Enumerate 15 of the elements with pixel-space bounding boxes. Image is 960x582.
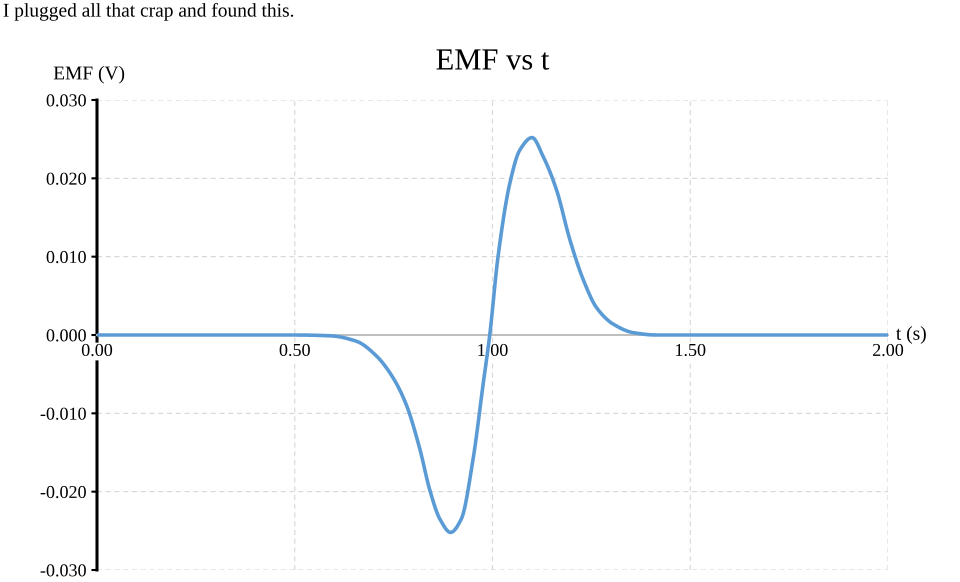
y-tick-label: 0.010 (46, 250, 86, 264)
chart-title: EMF vs t (436, 49, 550, 70)
y-tick-label: 0.020 (46, 172, 86, 185)
x-tick-label: 2.00 (872, 344, 904, 356)
x-axis-title: t (s) (896, 326, 926, 344)
y-tick-label: 0.030 (46, 94, 86, 107)
y-tick-label: -0.010 (40, 408, 86, 420)
x-tick-label: 0.50 (280, 344, 310, 356)
y-axis-title: EMF (V) (54, 66, 124, 84)
y-tick-label: -0.020 (40, 486, 86, 498)
y-tick-label: -0.030 (40, 564, 86, 577)
y-tick-label: 0.000 (46, 329, 86, 342)
x-tick-label: 1.50 (676, 344, 706, 356)
x-tick-label: 0.00 (82, 344, 112, 356)
text: I plugged all that crap and found this. (4, 2, 294, 21)
